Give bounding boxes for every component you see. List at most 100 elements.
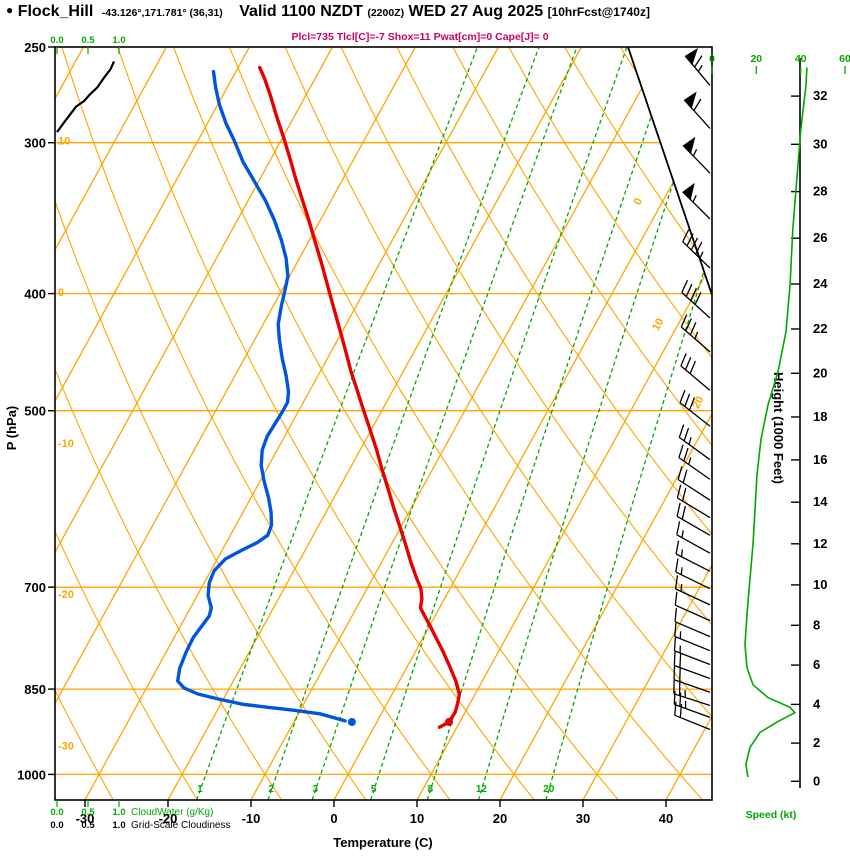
pressure-tick-label: 250 (24, 40, 46, 55)
isotherm-label-diagonal: 10 (650, 316, 666, 332)
pressure-tick-label: 300 (24, 136, 46, 151)
plot-frame (54, 46, 713, 801)
wind-barb (673, 651, 711, 680)
wind-barb (674, 622, 711, 652)
cloud-scale-label-top: 1.0 (112, 35, 125, 46)
height-tick-label: 2 (813, 735, 820, 750)
wind-barb (676, 502, 711, 536)
wind-barb (681, 279, 711, 319)
dry-adiabat-line (732, 47, 850, 800)
wind-barb (674, 575, 711, 606)
wind-barb (679, 389, 711, 427)
wind-barb (675, 558, 711, 590)
mixing-ratio-label: 12 (476, 784, 488, 795)
stability-indices: Plcl=735 Tlcl[C]=-7 Shox=11 Pwat[cm]=0 C… (291, 31, 549, 43)
surface-temperature-marker (445, 718, 453, 726)
station-bullet-icon: ● (6, 3, 14, 17)
mixing-ratio-line (545, 47, 712, 800)
dry-adiabat-line (172, 47, 619, 800)
wind-barb (673, 637, 711, 666)
cloud-scale-label-top: 0.5 (81, 35, 95, 46)
valid-time-z: (2200Z) (367, 7, 405, 19)
isotherm-line (333, 47, 712, 800)
temperature-tick-label: 30 (576, 811, 590, 826)
temperature-tick-label: 10 (410, 811, 424, 826)
height-axis-title: Height (1000 Feet) (771, 372, 786, 484)
pressure-tick-label: 500 (24, 404, 46, 419)
wind-barb (674, 701, 711, 731)
isotherm-label: -30 (58, 740, 74, 752)
wind-barb (673, 666, 711, 693)
height-tick-label: 26 (813, 230, 827, 245)
wind-barb (674, 608, 711, 638)
wind-speed-curve (744, 67, 808, 778)
temperature-tick-label: -30 (76, 811, 95, 826)
isotherm-line (84, 47, 499, 800)
cloudiness-axis-title: Grid-Scale Cloudiness (131, 820, 231, 831)
mixing-ratio-line (196, 47, 479, 800)
height-tick-label: 14 (813, 494, 828, 509)
isotherm-line (167, 47, 582, 800)
speed-tick-label: 20 (750, 53, 762, 65)
temperature-tick-label: -20 (159, 811, 178, 826)
temperature-curve (258, 65, 462, 729)
height-tick-label: 12 (813, 536, 827, 551)
cloudiness-scale-label: 0.0 (50, 820, 63, 831)
dry-adiabat-line (55, 47, 114, 800)
wind-barb (676, 521, 711, 554)
title-bar: ● Flock_Hill -43.126°,171.781° (36,31) V… (6, 3, 650, 21)
mixing-ratio-line (370, 47, 628, 800)
speed-tick-label: 0 (709, 53, 715, 65)
isotherm-label: 10 (58, 136, 70, 148)
dry-adiabat-line (844, 47, 850, 800)
cloudwater-scale-label: 1.0 (112, 807, 125, 818)
mixing-ratio-label: 1 (197, 784, 203, 795)
dry-adiabat-line (61, 47, 451, 800)
wind-barb (678, 444, 711, 480)
wind-barb (676, 484, 711, 519)
cloudiness-curve (56, 61, 116, 133)
mixing-ratio-label: 8 (428, 784, 434, 795)
dry-adiabat-line (228, 47, 703, 800)
mixing-ratio-label: 2 (268, 784, 274, 795)
temperature-axis-title: Temperature (C) (333, 835, 432, 850)
sounding-curves (56, 61, 462, 729)
cloudwater-scale-label: 0.0 (50, 807, 63, 818)
wind-barb (680, 314, 711, 353)
wind-barb (680, 353, 711, 391)
isotherm-line (499, 47, 712, 800)
isotherm-line (582, 47, 712, 800)
wind-barb (684, 48, 711, 86)
isotherm-line (55, 47, 167, 800)
wind-barb (682, 182, 711, 220)
isotherm-line (55, 47, 333, 800)
mixing-ratio-line (311, 47, 578, 800)
isotherm-line (416, 47, 712, 800)
surface-dewpoint-marker (347, 718, 356, 726)
cloudwater-axis-title: CloudWater (g/Kg) (131, 807, 213, 818)
wind-barb (673, 690, 711, 719)
wind-barb (677, 466, 711, 501)
cloudiness-scale-label: 0.5 (81, 820, 95, 831)
height-tick-label: 24 (813, 276, 828, 291)
isotherm-label: -20 (58, 589, 74, 601)
wind-barb (678, 424, 711, 461)
mixing-ratio-label: 20 (543, 784, 555, 795)
dry-adiabat-line (55, 47, 198, 800)
dry-adiabat-line (117, 47, 535, 800)
height-tick-label: 28 (813, 184, 827, 199)
isotherm-line (250, 47, 665, 800)
pressure-axis-title: P (hPa) (4, 406, 19, 451)
pressure-tick-label: 400 (24, 287, 46, 302)
wind-barb (683, 91, 711, 129)
height-tick-label: 10 (813, 577, 827, 592)
station-name: Flock_Hill (17, 3, 94, 20)
mixing-ratio-line (426, 47, 676, 800)
height-tick-label: 6 (813, 657, 820, 672)
valid-date: WED 27 Aug 2025 (408, 3, 544, 20)
isotherm-label-diagonal: 0 (632, 196, 645, 207)
height-tick-label: 30 (813, 136, 827, 151)
speed-tick-label: 40 (795, 53, 807, 65)
mixing-ratio-line (477, 47, 712, 800)
wind-barb (674, 591, 711, 622)
